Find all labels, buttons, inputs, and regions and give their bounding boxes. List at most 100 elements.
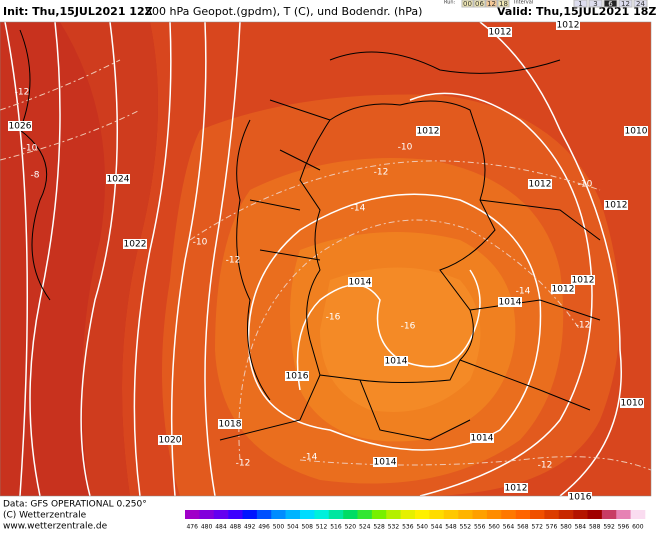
colorbar-segment	[314, 510, 330, 519]
footer-url: www.wetterzentrale.de	[3, 522, 108, 532]
colorbar-label: 564	[503, 524, 515, 531]
temperature-label: -12	[538, 461, 553, 471]
colorbar-label: 600	[632, 524, 644, 531]
colorbar-label: 524	[359, 524, 371, 531]
colorbar-segment	[328, 510, 344, 519]
pressure-label-bg	[348, 277, 372, 287]
interval-button-label[interactable]: 6	[608, 0, 613, 8]
pressure-label: 1024	[107, 175, 130, 185]
valid-text: Valid: Thu,15JUL2021 18Z	[497, 5, 656, 18]
pressure-label: 1012	[605, 201, 628, 211]
pressure-label: 1012	[529, 180, 552, 190]
temperature-label: -12	[576, 321, 591, 331]
colorbar-label: 576	[546, 524, 558, 531]
colorbar-segment	[630, 510, 646, 519]
pressure-label: 1014	[349, 278, 372, 288]
pressure-label-bg	[416, 126, 440, 136]
colorbar-segment	[515, 510, 531, 519]
temperature-label: -12	[15, 88, 30, 98]
isobars	[4, 22, 622, 496]
colorbar-segment	[400, 510, 416, 519]
colorbar-segment	[486, 510, 502, 519]
colorbar-segment	[530, 510, 545, 519]
pressure-label: 1016	[569, 493, 592, 503]
colorbar-segment	[415, 510, 430, 519]
run-button-label[interactable]: 18	[499, 0, 508, 8]
pressure-label-bg	[556, 20, 580, 30]
map-frame	[0, 21, 652, 497]
pressure-label: 1012	[417, 127, 440, 137]
colorbar-label: 552	[460, 524, 472, 531]
colorbar-segment	[242, 510, 258, 519]
interval-label: Interval	[514, 0, 533, 6]
run-button-label[interactable]: 12	[487, 0, 496, 8]
colorbar-segment	[228, 510, 243, 519]
run-button[interactable]	[461, 0, 474, 8]
temperature-label: -10	[193, 238, 208, 248]
colorbar-segment	[573, 510, 588, 519]
colorbar-label: 488	[230, 524, 242, 531]
colorbar-label: 568	[517, 524, 529, 531]
run-button[interactable]	[485, 0, 498, 8]
interval-button[interactable]	[588, 0, 603, 8]
interval-button[interactable]	[603, 0, 618, 8]
colorbar-label: 500	[273, 524, 285, 531]
interval-button[interactable]	[573, 0, 588, 8]
interval-button-label[interactable]: 24	[636, 0, 645, 8]
colorbar-segment	[544, 510, 560, 519]
run-button[interactable]	[497, 0, 510, 8]
colorbar-label: 496	[258, 524, 270, 531]
pressure-label-bg	[568, 492, 592, 502]
interval-button-label[interactable]: 3	[593, 0, 597, 8]
interval-button[interactable]	[618, 0, 633, 8]
pressure-label: 1014	[499, 298, 522, 308]
footer-data: Data: GFS OPERATIONAL 0.250°	[3, 500, 147, 510]
pressure-label-bg	[285, 371, 309, 381]
pressure-label-bg	[488, 27, 512, 37]
run-button[interactable]	[473, 0, 486, 8]
colorbar-label: 508	[301, 524, 313, 531]
pressure-label-bg	[470, 433, 494, 443]
colorbar-segment	[371, 510, 387, 519]
pressure-label: 1020	[159, 436, 182, 446]
pressure-label-bg	[624, 126, 648, 136]
pressure-label: 1016	[286, 372, 309, 382]
pressure-label: 1026	[9, 122, 32, 132]
temperature-label: -14	[516, 287, 531, 297]
colorbar-segment	[300, 510, 315, 519]
pressure-label-bg	[218, 419, 242, 429]
pressure-label-bg	[123, 239, 147, 249]
colorbar-segment	[285, 510, 301, 519]
colorbar-label: 532	[388, 524, 400, 531]
temperature-label: -12	[374, 168, 389, 178]
colorbar-segment	[199, 510, 215, 519]
colorbar-label: 520	[345, 524, 357, 531]
pressure-label-bg	[571, 275, 595, 285]
pressure-label: 1012	[505, 484, 528, 494]
temperature-label: -16	[326, 313, 341, 323]
colorbar-segment	[558, 510, 574, 519]
colorbar-label: 512	[316, 524, 328, 531]
pressure-label-bg	[551, 284, 575, 294]
interval-button[interactable]	[633, 0, 648, 8]
temperature-label: -12	[226, 256, 241, 266]
colorbar-segment	[472, 510, 488, 519]
init-text: Init: Thu,15JUL2021 12Z	[3, 5, 153, 18]
colorbar-label: 584	[575, 524, 587, 531]
pressure-label-bg	[8, 121, 32, 131]
colorbar-segment	[443, 510, 459, 519]
title-text: 500 hPa Geopot.(gpdm), T (C), und Bodend…	[145, 5, 422, 18]
interval-button-label[interactable]: 12	[621, 0, 630, 8]
pressure-label: 1014	[385, 357, 408, 367]
colorbar-label: 544	[431, 524, 443, 531]
colorbar-label: 588	[589, 524, 601, 531]
colorbar-label: 596	[618, 524, 630, 531]
colorbar-segment	[601, 510, 617, 519]
colorbar-segment	[213, 510, 229, 519]
run-button-label[interactable]: 00	[463, 0, 472, 8]
run-button-label[interactable]: 06	[475, 0, 484, 8]
pressure-label-bg	[106, 174, 130, 184]
interval-button-label[interactable]: 1	[578, 0, 582, 8]
